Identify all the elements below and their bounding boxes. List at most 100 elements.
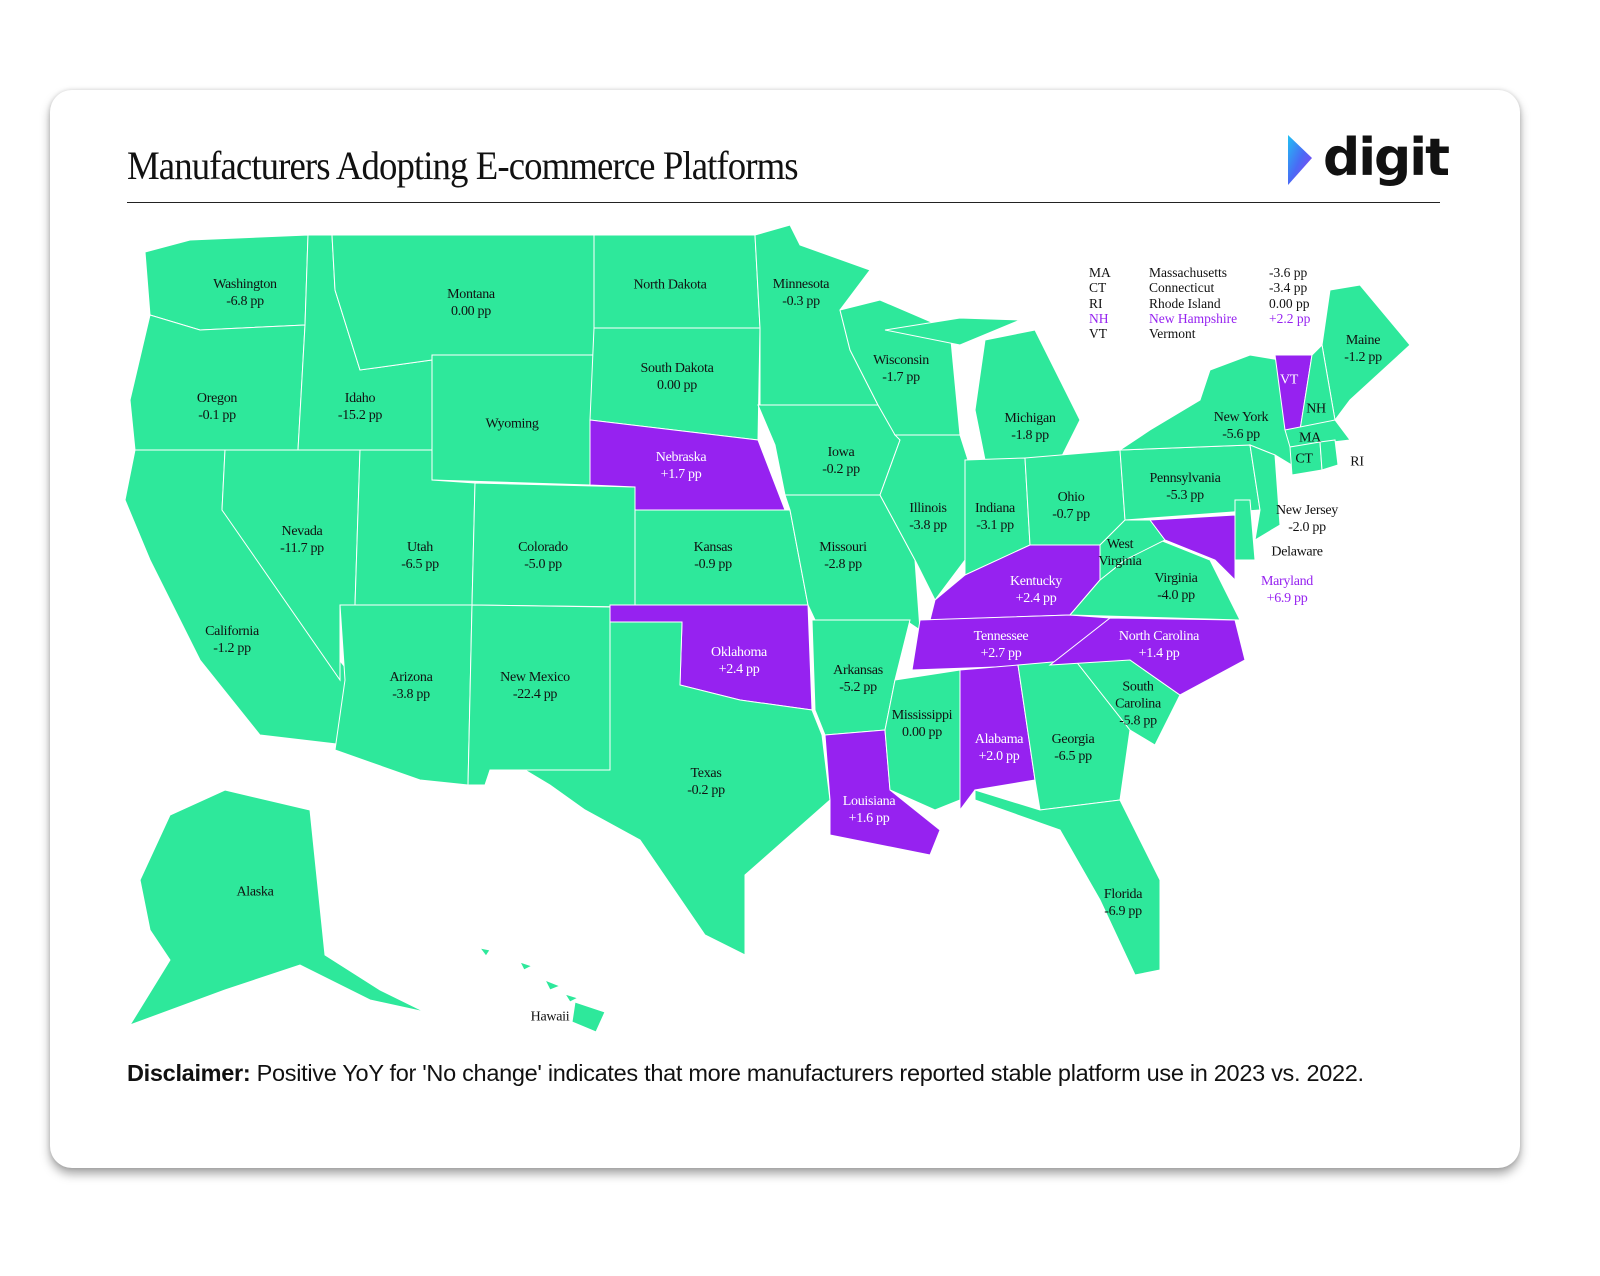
state-name: Delaware	[1271, 544, 1323, 560]
legend-abbr: VT	[1089, 326, 1107, 342]
state-name: Pennsylvania	[1149, 471, 1221, 486]
state-label: MA	[1299, 430, 1321, 447]
state-value: -1.2 pp	[213, 641, 251, 656]
state-label: Wyoming	[485, 416, 538, 433]
state-label: Nevada -11.7 pp	[280, 523, 324, 557]
state-name: Ohio	[1057, 490, 1085, 505]
state-name: Louisiana	[842, 794, 896, 809]
state-label: Idaho -15.2 pp	[337, 390, 383, 424]
state-name: MA	[1299, 430, 1321, 446]
state-value: +1.4 pp	[1138, 646, 1180, 661]
state-value: -3.8 pp	[909, 518, 947, 533]
state-label: Montana 0.00 pp	[447, 286, 495, 320]
state-label: New Jersey -2.0 pp	[1276, 502, 1338, 536]
legend-value: -3.6 pp	[1269, 265, 1308, 280]
state-name: Idaho	[344, 391, 376, 406]
state-name: Tennessee	[973, 629, 1029, 644]
state-value: +2.4 pp	[1015, 591, 1057, 606]
legend-name: Connecticut	[1149, 280, 1215, 296]
state-label: Tennessee +2.7 pp	[974, 628, 1029, 662]
state-value: -5.6 pp	[1222, 427, 1260, 442]
legend-value: 0.00 pp	[1269, 295, 1310, 311]
state-value: -15.2 pp	[337, 408, 383, 423]
state-name: Minnesota	[772, 277, 830, 292]
state-name: Nebraska	[655, 450, 707, 465]
state-label: Delaware	[1271, 544, 1323, 561]
state-name: Washington	[213, 277, 277, 292]
state-label: Kansas -0.9 pp	[694, 539, 733, 573]
state-value: +2.0 pp	[978, 749, 1020, 764]
state-name: California	[205, 624, 259, 639]
state-label: New Mexico -22.4 pp	[500, 669, 570, 703]
state-value: +6.9 pp	[1266, 591, 1308, 606]
state-value: -0.1 pp	[198, 408, 236, 423]
logo-icon	[1288, 135, 1312, 185]
state-shape	[1249, 444, 1281, 541]
state-name: Alabama	[974, 732, 1024, 747]
legend-abbr: MA	[1089, 265, 1111, 280]
state-label: Utah -6.5 pp	[401, 539, 439, 573]
state-name: Kansas	[693, 540, 733, 555]
state-value: -5.8 pp	[1119, 713, 1157, 729]
state-name: Oregon	[196, 391, 238, 406]
state-label: West Virginia	[1095, 536, 1145, 570]
state-label: Texas -0.2 pp	[687, 765, 725, 799]
state-name: Mississippi	[891, 708, 953, 723]
state-name: Maine	[1345, 333, 1381, 348]
state-value: -3.1 pp	[976, 518, 1014, 533]
state-label: Illinois -3.8 pp	[909, 500, 947, 534]
state-value: -6.5 pp	[401, 557, 439, 572]
state-value: -3.8 pp	[392, 687, 430, 702]
state-value: -6.8 pp	[226, 294, 264, 309]
state-name: West Virginia	[1098, 537, 1142, 569]
legend-name: Rhode Island	[1149, 295, 1221, 311]
state-name: Georgia	[1051, 732, 1095, 747]
state-label: Colorado -5.0 pp	[518, 539, 568, 573]
state-label: North Dakota	[634, 277, 707, 294]
state-value: -1.2 pp	[1344, 350, 1382, 365]
state-label: California -1.2 pp	[205, 623, 259, 657]
state-value: -11.7 pp	[280, 541, 324, 556]
state-label: Missouri -2.8 pp	[819, 539, 867, 573]
disclaimer-text: Positive YoY for 'No change' indicates t…	[256, 1060, 1364, 1086]
state-name: Colorado	[518, 540, 568, 555]
state-shape	[563, 993, 580, 1003]
state-label: RI	[1350, 454, 1364, 471]
state-value: 0.00 pp	[451, 304, 491, 319]
state-name: Wyoming	[485, 416, 539, 432]
state-label: South Carolina -5.8 pp	[1108, 679, 1168, 730]
state-label: Iowa -0.2 pp	[822, 444, 860, 478]
state-shape	[1149, 514, 1236, 582]
state-shape	[478, 947, 491, 957]
state-name: Illinois	[909, 501, 947, 516]
state-label: South Dakota 0.00 pp	[640, 360, 713, 394]
state-name: Michigan	[1004, 411, 1056, 426]
state-value: -4.0 pp	[1157, 588, 1195, 603]
legend-name: Vermont	[1149, 326, 1196, 342]
state-shape	[959, 664, 1036, 812]
state-shape	[129, 314, 306, 451]
legend-value: +2.2 pp	[1269, 310, 1311, 326]
state-name: Florida	[1103, 887, 1143, 902]
state-name: South Carolina	[1115, 679, 1161, 712]
legend-name: Massachusetts	[1149, 265, 1227, 280]
state-name: Wisconsin	[873, 353, 929, 368]
state-name: CT	[1295, 451, 1313, 467]
state-name: North Carolina	[1118, 629, 1200, 644]
state-label: Minnesota -0.3 pp	[772, 276, 830, 310]
state-label: Florida -6.9 pp	[1103, 886, 1143, 920]
state-name: North Dakota	[633, 277, 707, 293]
state-label: Arizona -3.8 pp	[390, 669, 433, 703]
state-label: Georgia -6.5 pp	[1052, 731, 1095, 765]
state-label: Indiana -3.1 pp	[975, 500, 1015, 534]
state-name: Nevada	[281, 524, 323, 539]
state-value: -0.2 pp	[687, 783, 725, 798]
state-value: -0.9 pp	[694, 557, 732, 572]
state-label: Alabama +2.0 pp	[974, 731, 1024, 765]
state-label: CT	[1295, 451, 1313, 468]
state-shape	[543, 979, 562, 991]
state-label: Michigan -1.8 pp	[1004, 410, 1056, 444]
state-name: New Mexico	[500, 670, 570, 685]
